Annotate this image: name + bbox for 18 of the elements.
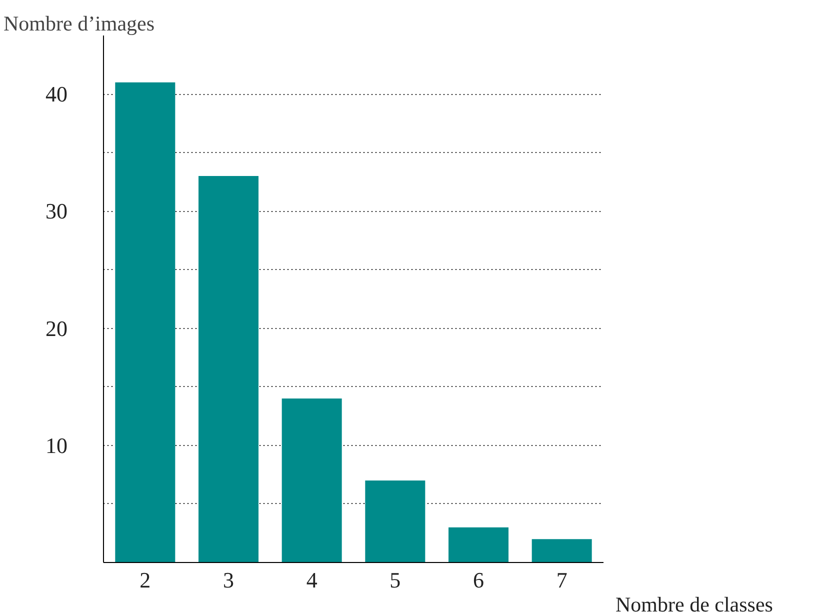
x-tick-label: 3	[223, 568, 234, 592]
x-axis-title: Nombre de classes	[616, 592, 773, 616]
y-tick-label: 30	[46, 198, 68, 224]
bar	[448, 527, 508, 562]
x-tick-label: 6	[473, 568, 484, 592]
bar	[365, 480, 426, 562]
x-tick-label: 5	[390, 568, 401, 592]
x-tick-label: 2	[140, 568, 151, 592]
bar	[115, 82, 176, 562]
y-tick-label: 20	[46, 316, 68, 341]
x-tick-label: 4	[306, 568, 318, 592]
y-axis-title: Nombre d’images	[4, 12, 155, 36]
x-tick-label: 7	[556, 568, 568, 592]
y-tick-label: 10	[46, 432, 68, 458]
bar	[532, 539, 592, 562]
y-tick-label: 40	[46, 82, 68, 107]
bar	[198, 176, 258, 562]
bar	[282, 398, 342, 562]
